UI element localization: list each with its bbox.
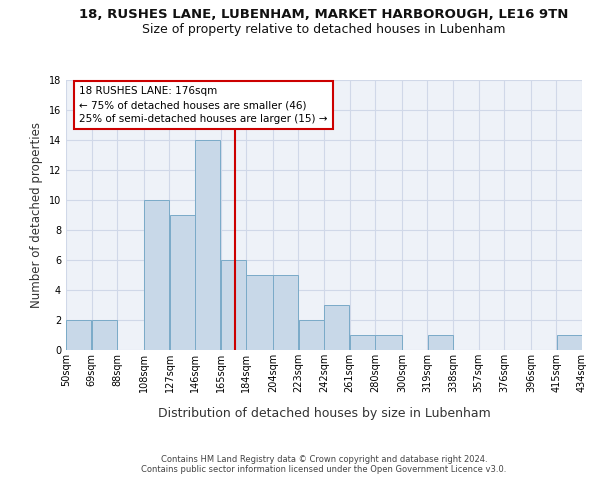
Bar	[170, 215, 194, 350]
Text: Distribution of detached houses by size in Lubenham: Distribution of detached houses by size …	[158, 408, 490, 420]
Bar	[299, 320, 323, 350]
Bar	[67, 320, 91, 350]
Y-axis label: Number of detached properties: Number of detached properties	[30, 122, 43, 308]
Bar	[325, 305, 349, 350]
Bar	[221, 260, 245, 350]
Text: 18 RUSHES LANE: 176sqm
← 75% of detached houses are smaller (46)
25% of semi-det: 18 RUSHES LANE: 176sqm ← 75% of detached…	[79, 86, 328, 124]
Bar	[196, 140, 220, 350]
Bar	[145, 200, 169, 350]
Text: Contains HM Land Registry data © Crown copyright and database right 2024.
Contai: Contains HM Land Registry data © Crown c…	[142, 455, 506, 474]
Bar	[274, 275, 298, 350]
Text: 18, RUSHES LANE, LUBENHAM, MARKET HARBOROUGH, LE16 9TN: 18, RUSHES LANE, LUBENHAM, MARKET HARBOR…	[79, 8, 569, 20]
Bar	[376, 335, 401, 350]
Bar	[557, 335, 581, 350]
Bar	[92, 320, 116, 350]
Bar	[350, 335, 374, 350]
Text: Size of property relative to detached houses in Lubenham: Size of property relative to detached ho…	[142, 22, 506, 36]
Bar	[428, 335, 452, 350]
Bar	[247, 275, 272, 350]
